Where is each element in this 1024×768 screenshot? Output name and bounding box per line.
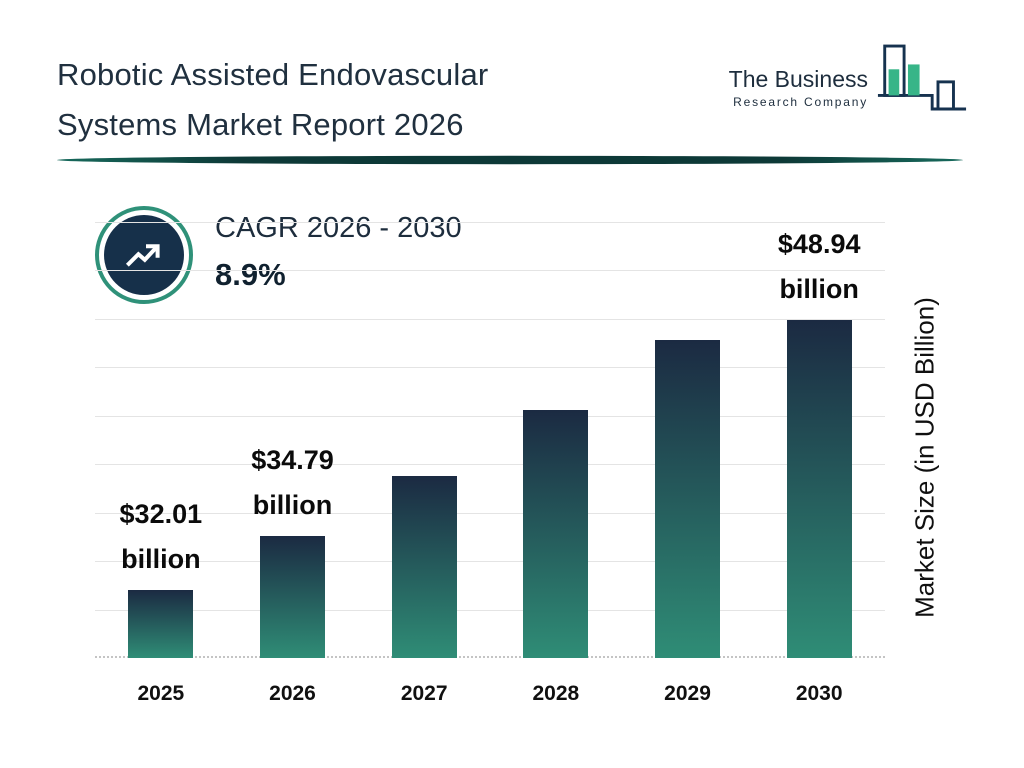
- gridline: [95, 512, 885, 514]
- page-title: Robotic Assisted Endovascular Systems Ma…: [57, 50, 488, 150]
- x-axis-label-2026: 2026: [269, 682, 316, 705]
- bar-2025: [128, 590, 194, 658]
- company-logo: The Business Research Company: [729, 42, 968, 114]
- x-axis-label-2030: 2030: [795, 682, 843, 705]
- logo-bar-chart-icon: [877, 44, 967, 111]
- bar-value-label-2025: $32.01 billion: [119, 499, 203, 574]
- y-axis-title: Market Size (in USD Billion): [909, 297, 940, 618]
- logo-company-subname: Research Company: [733, 95, 868, 109]
- bar-2026: [260, 536, 325, 658]
- cagr-text: CAGR 2026 - 2030 8.9%: [215, 206, 462, 293]
- logo-company-name: The Business: [728, 66, 868, 92]
- gridline: [95, 415, 885, 417]
- cagr-badge: CAGR 2026 - 2030 8.9%: [95, 206, 462, 304]
- x-axis-label-2029: 2029: [664, 682, 711, 705]
- bar-value-label-2030: $48.94 billion: [777, 229, 861, 304]
- x-axis-labels: 2025 2026 2027 2028 2029 2030: [95, 682, 885, 706]
- logo-text: The Business Research Company: [729, 66, 868, 109]
- bar-slot-2026: $34.79 billion: [227, 222, 359, 658]
- divider-line: [57, 155, 963, 165]
- bar-slot-2028: [490, 222, 622, 658]
- gridline: [95, 367, 885, 369]
- cagr-label: CAGR 2026 - 2030: [215, 212, 462, 244]
- x-axis-label-2025: 2025: [137, 682, 185, 705]
- gridline: [95, 270, 885, 272]
- gridline: [95, 561, 885, 563]
- x-axis-label-2027: 2027: [400, 682, 448, 705]
- bar-2029: [655, 340, 721, 658]
- bar-2027: [391, 475, 457, 658]
- title-line-1: Robotic Assisted Endovascular: [57, 57, 489, 92]
- trend-circle-inner: [104, 215, 184, 295]
- gridline: [95, 318, 885, 320]
- gridline: [95, 222, 885, 223]
- cagr-value: 8.9%: [215, 257, 286, 292]
- gridline: [95, 464, 885, 466]
- chart-bars: $32.01 billion $34.79 billion $48.94 billion: [95, 222, 885, 658]
- bar-value-label-2026: $34.79 billion: [251, 445, 334, 521]
- x-axis-label-2028: 2028: [532, 682, 580, 705]
- bar-slot-2030: $48.94 billion: [753, 222, 885, 658]
- bar-slot-2027: [358, 222, 490, 658]
- bar-slot-2029: [622, 222, 754, 658]
- trend-arrow-icon: [125, 244, 160, 267]
- gridline: [95, 609, 885, 611]
- bar-2028: [523, 410, 589, 658]
- bar-2030: [786, 320, 852, 658]
- chart-gridlines: [95, 222, 885, 658]
- title-line-2: Systems Market Report 2026: [57, 107, 464, 142]
- bar-slot-2025: $32.01 billion: [95, 222, 227, 658]
